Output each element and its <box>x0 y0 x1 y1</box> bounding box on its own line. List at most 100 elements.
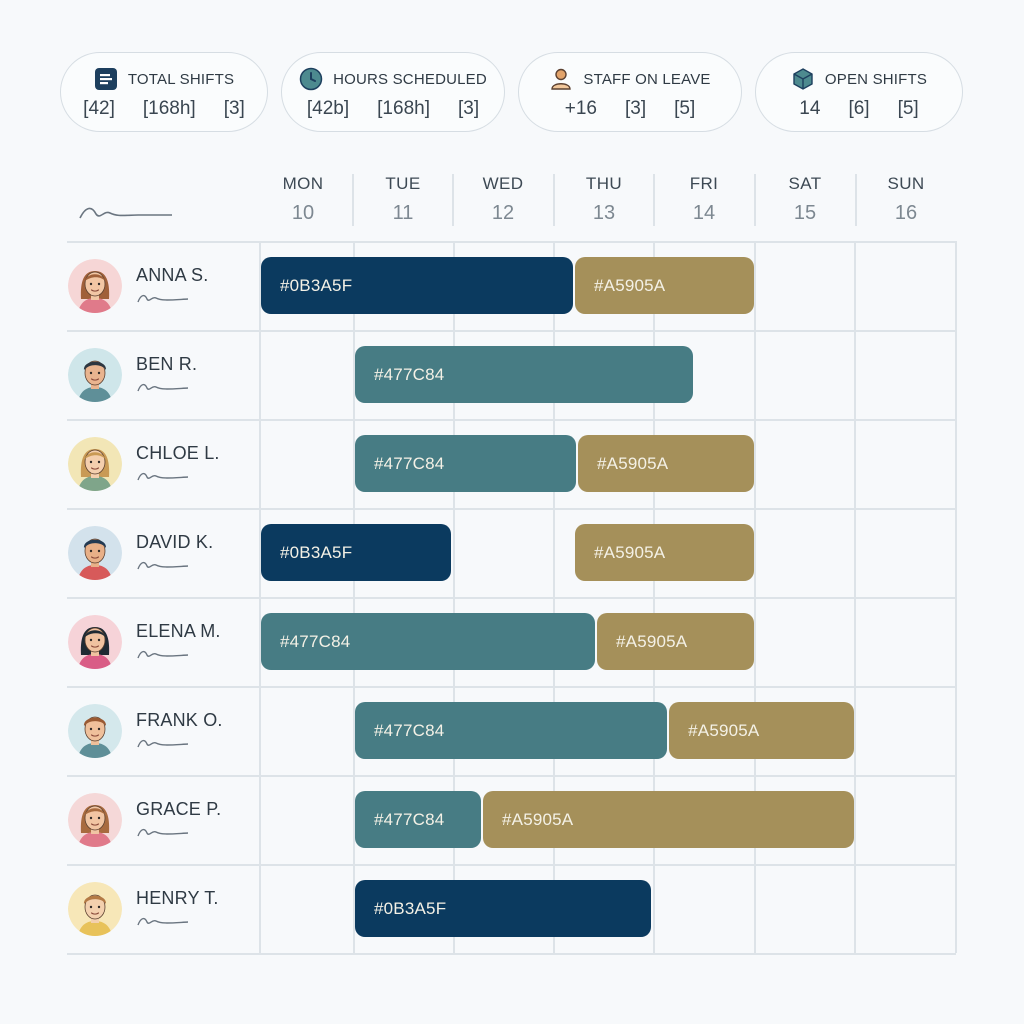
header-divider <box>754 174 756 226</box>
employee-signature-squiggle <box>136 825 190 844</box>
day-header-tue[interactable]: TUE 11 <box>353 174 453 230</box>
stat-hours-scheduled[interactable]: HOURS SCHEDULED [42b] [168h] [3] <box>281 52 505 132</box>
avatar[interactable] <box>68 526 122 580</box>
stat-value: 14 <box>799 98 821 119</box>
grid-column-line <box>854 241 856 953</box>
avatar[interactable] <box>68 882 122 936</box>
stat-title: OPEN SHIFTS <box>824 70 928 88</box>
cube-icon <box>791 67 815 91</box>
day-name: TUE <box>385 174 421 193</box>
stat-value: [5] <box>897 98 919 119</box>
shift-bar[interactable]: #477C84 <box>355 435 576 492</box>
day-number: 11 <box>392 202 414 224</box>
person-icon <box>549 67 573 91</box>
day-number: 10 <box>291 202 315 224</box>
stat-title: HOURS SCHEDULED <box>333 70 487 88</box>
day-header-thu[interactable]: THU 13 <box>554 174 654 230</box>
header-signature-squiggle <box>79 207 172 219</box>
shift-bar[interactable]: #0B3A5F <box>355 880 651 937</box>
day-name: WED <box>482 174 524 193</box>
stat-value: [168h] <box>377 98 430 119</box>
employee-signature-squiggle <box>136 558 190 577</box>
day-name: FRI <box>689 174 719 193</box>
shift-bar[interactable]: #A5905A <box>575 524 754 581</box>
stat-staff-on-leave[interactable]: STAFF ON LEAVE +16 [3] [5] <box>518 52 742 132</box>
shift-bar[interactable]: #0B3A5F <box>261 524 451 581</box>
grid-row-line <box>67 864 956 866</box>
stats-bar: TOTAL SHIFTS [42] [168h] [3] HOURS SCHED… <box>0 0 1024 140</box>
day-header-sun[interactable]: SUN 16 <box>856 174 956 230</box>
day-number: 16 <box>894 202 918 224</box>
shift-bar[interactable]: #A5905A <box>575 257 754 314</box>
day-name: SAT <box>788 174 822 193</box>
grid-column-line <box>259 241 261 953</box>
employee-name[interactable]: DAVID K. <box>136 532 214 552</box>
clock-icon <box>299 67 323 91</box>
shift-bar[interactable]: #A5905A <box>578 435 754 492</box>
day-name: THU <box>585 174 623 193</box>
day-name: MON <box>282 174 324 193</box>
grid-row-line <box>67 508 956 510</box>
shift-bar[interactable]: #0B3A5F <box>261 257 573 314</box>
grid-column-line <box>553 241 555 953</box>
header-divider <box>553 174 555 226</box>
employee-signature-squiggle <box>136 380 190 399</box>
employee-name[interactable]: ANNA S. <box>136 265 209 285</box>
grid-row-line <box>67 953 956 955</box>
day-header-fri[interactable]: FRI 14 <box>654 174 754 230</box>
stat-value: [42b] <box>306 98 350 119</box>
grid-column-line <box>353 241 355 953</box>
employee-name[interactable]: CHLOE L. <box>136 443 220 463</box>
shift-bar[interactable]: #477C84 <box>355 791 481 848</box>
stat-open-shifts[interactable]: OPEN SHIFTS 14 [6] [5] <box>755 52 963 132</box>
employee-name[interactable]: HENRY T. <box>136 888 219 908</box>
grid-row-line <box>67 419 956 421</box>
avatar[interactable] <box>68 348 122 402</box>
day-number: 13 <box>592 202 616 224</box>
shift-bar[interactable]: #477C84 <box>355 346 694 403</box>
shift-bar[interactable]: #A5905A <box>483 791 854 848</box>
employee-signature-squiggle <box>136 469 190 488</box>
shift-bar[interactable]: #477C84 <box>355 702 668 759</box>
stat-title: STAFF ON LEAVE <box>583 70 711 88</box>
grid-row-line <box>67 686 956 688</box>
day-header-wed[interactable]: WED 12 <box>453 174 553 230</box>
day-name: SUN <box>887 174 925 193</box>
employee-name[interactable]: GRACE P. <box>136 799 222 819</box>
list-icon <box>94 67 118 91</box>
grid-row-line <box>67 330 956 332</box>
stat-value: +16 <box>564 98 597 119</box>
day-header-mon[interactable]: MON 10 <box>253 174 353 230</box>
employee-signature-squiggle <box>136 291 190 310</box>
header-divider <box>352 174 354 226</box>
avatar[interactable] <box>68 793 122 847</box>
stat-total-shifts[interactable]: TOTAL SHIFTS [42] [168h] [3] <box>60 52 268 132</box>
stat-title: TOTAL SHIFTS <box>127 70 235 88</box>
shift-bar[interactable]: #477C84 <box>261 613 595 670</box>
avatar[interactable] <box>68 615 122 669</box>
header-divider <box>653 174 655 226</box>
stat-value: [3] <box>223 98 245 119</box>
grid-row-line <box>67 241 956 243</box>
employee-signature-squiggle <box>136 736 190 755</box>
stat-value: [5] <box>674 98 696 119</box>
employee-name[interactable]: BEN R. <box>136 354 198 374</box>
employee-name[interactable]: FRANK O. <box>136 710 223 730</box>
avatar[interactable] <box>68 704 122 758</box>
grid-column-line <box>754 241 756 953</box>
stat-value: [168h] <box>142 98 196 119</box>
stat-value: [6] <box>848 98 870 119</box>
header-divider <box>452 174 454 226</box>
day-number: 15 <box>793 202 817 224</box>
day-header-sat[interactable]: SAT 15 <box>755 174 855 230</box>
day-number: 14 <box>692 202 716 224</box>
shift-bar[interactable]: #A5905A <box>669 702 854 759</box>
employee-signature-squiggle <box>136 914 190 933</box>
grid-row-line <box>67 597 956 599</box>
header-divider <box>855 174 857 226</box>
avatar[interactable] <box>68 437 122 491</box>
employee-name[interactable]: ELENA M. <box>136 621 221 641</box>
stat-value: [3] <box>624 98 647 119</box>
shift-bar[interactable]: #A5905A <box>597 613 754 670</box>
avatar[interactable] <box>68 259 122 313</box>
